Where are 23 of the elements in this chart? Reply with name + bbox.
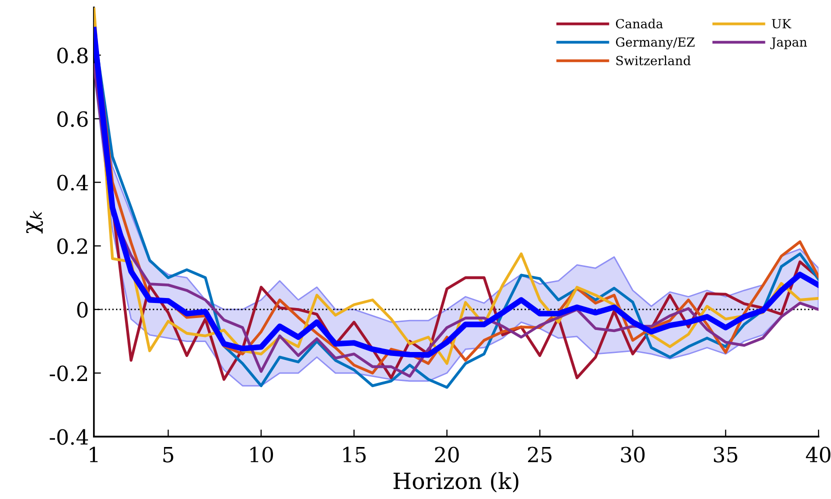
y-tick-label: -0.2 [50, 366, 87, 382]
x-tick-label: 30 [621, 446, 645, 462]
x-tick-label: 25 [528, 446, 552, 462]
y-tick-label: -0.4 [50, 429, 88, 445]
y-tick-label: 0.8 [57, 48, 88, 64]
y-tick-label: 0 [77, 302, 88, 318]
x-tick-label: 35 [714, 446, 738, 462]
legend-label: Switzerland [616, 56, 691, 66]
y-tick-label: 0.6 [57, 111, 88, 127]
y-axis-title: χ$_{k}$ [26, 210, 43, 234]
x-tick-label: 15 [343, 446, 366, 462]
legend-label: Germany/EZ [616, 37, 695, 50]
legend-label: UK [772, 19, 792, 28]
x-axis-title: Horizon (k) [394, 472, 518, 492]
x-tick-label: 1 [90, 446, 98, 462]
y-tick-label: 0.2 [57, 238, 87, 254]
x-tick-label: 20 [435, 446, 459, 462]
legend-label: Japan [770, 37, 807, 50]
x-tick-label: 40 [806, 446, 830, 462]
y-tick-label: 0.4 [57, 174, 88, 191]
x-tick-label: 5 [163, 446, 174, 462]
legend-label: Canada [616, 18, 663, 28]
x-tick-label: 10 [250, 446, 273, 462]
